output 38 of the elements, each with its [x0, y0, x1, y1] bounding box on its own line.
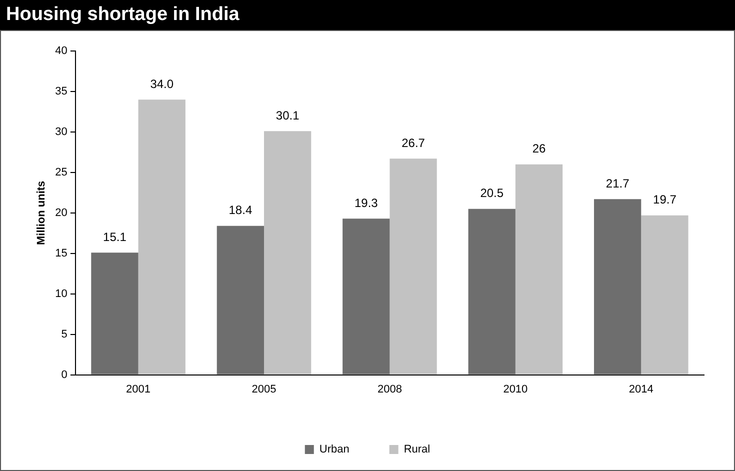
- bar: [342, 218, 390, 374]
- bar: [594, 199, 642, 374]
- legend-label: Urban: [319, 444, 350, 456]
- bar: [468, 208, 516, 374]
- y-tick-label: 30: [55, 126, 68, 138]
- data-label: 21.7: [606, 176, 630, 190]
- bar: [91, 252, 138, 374]
- bar: [515, 164, 563, 374]
- bar: [641, 215, 688, 374]
- data-label: 15.1: [103, 230, 127, 244]
- y-tick-label: 0: [61, 368, 68, 381]
- y-tick-label: 35: [55, 86, 68, 98]
- bar: [264, 131, 312, 374]
- bar: [138, 100, 186, 374]
- x-tick-label: 2014: [628, 383, 654, 396]
- x-tick-label: 2001: [126, 383, 151, 396]
- legend-label: Rural: [404, 444, 430, 456]
- y-tick-label: 15: [55, 247, 68, 260]
- y-tick-label: 5: [61, 328, 68, 340]
- x-tick-label: 2008: [377, 383, 402, 396]
- data-label: 19.3: [354, 196, 378, 210]
- x-tick-label: 2010: [503, 383, 528, 396]
- data-label: 20.5: [480, 186, 504, 200]
- data-label: 26.7: [402, 136, 426, 150]
- data-label: 34.0: [150, 76, 174, 91]
- bar: [216, 226, 264, 374]
- y-tick-label: 25: [55, 166, 68, 178]
- x-tick-label: 2005: [252, 383, 276, 396]
- data-label: 18.4: [228, 203, 252, 218]
- y-axis-title: Million units: [36, 180, 48, 245]
- data-label: 30.1: [276, 108, 300, 122]
- bar: [390, 158, 437, 374]
- y-tick-label: 40: [55, 45, 68, 58]
- chart-title: Housing shortage in India: [0, 0, 735, 30]
- data-label: 26: [532, 142, 546, 156]
- y-tick-label: 20: [55, 206, 68, 219]
- data-label: 19.7: [653, 192, 677, 207]
- y-tick-label: 10: [55, 288, 68, 300]
